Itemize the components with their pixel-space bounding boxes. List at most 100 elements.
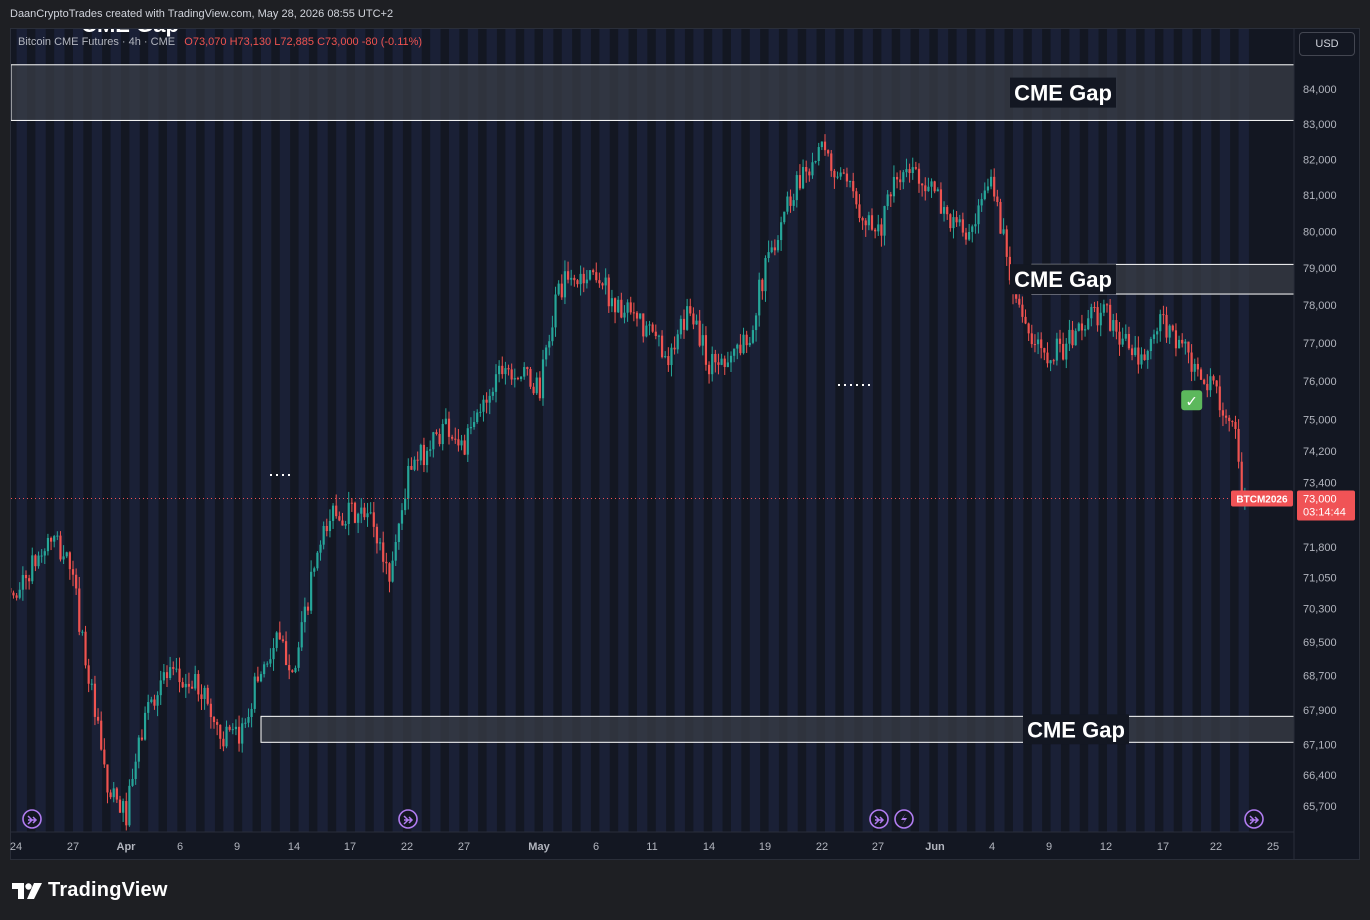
candle-body	[704, 335, 708, 365]
open-value: 73,070	[192, 36, 227, 48]
candle-body	[523, 367, 526, 377]
session-band	[825, 29, 836, 832]
candle-body	[858, 204, 861, 218]
cme-gap-zone[interactable]	[260, 715, 1294, 743]
session-band	[655, 29, 667, 832]
candle-body	[795, 175, 798, 201]
candle-body	[313, 568, 316, 572]
candle-body	[256, 676, 259, 682]
candle-body	[532, 386, 535, 394]
candle-body	[328, 520, 332, 532]
candle-body	[454, 438, 457, 440]
session-band	[54, 29, 65, 832]
candle-body	[801, 166, 805, 189]
candle-body	[968, 231, 971, 240]
candle-body	[369, 512, 372, 514]
cme-gap-label: CME Gap	[1014, 267, 1112, 292]
candle-body	[241, 723, 244, 744]
candle-body	[1062, 343, 1065, 360]
x-tick-label: 22	[816, 841, 828, 853]
y-tick-label: 84,000	[1303, 84, 1337, 96]
candle-body	[852, 181, 855, 192]
candle-body	[1105, 304, 1109, 306]
candle-body	[566, 271, 570, 280]
x-tick-label: 19	[759, 841, 771, 853]
candle-body	[78, 588, 81, 632]
session-band	[1107, 29, 1118, 832]
candle-body	[720, 358, 723, 365]
candle-body	[259, 674, 263, 682]
candle-body	[187, 683, 191, 687]
session-band	[129, 29, 140, 832]
x-tick-label: May	[528, 841, 550, 853]
x-tick-label: 22	[401, 841, 413, 853]
y-tick-label: 67,100	[1303, 739, 1337, 751]
economic-event-icon[interactable]	[398, 809, 418, 829]
x-tick-label: 4	[989, 841, 995, 853]
session-band	[0, 29, 8, 832]
candle-body	[269, 659, 272, 664]
candle-body	[12, 592, 15, 596]
candle-body	[1234, 421, 1237, 429]
candle-body	[701, 335, 704, 346]
candle-body	[482, 399, 485, 412]
candle-body	[247, 717, 250, 723]
candle-body	[1043, 348, 1046, 353]
candle-body	[335, 505, 338, 517]
candle-body	[952, 217, 955, 229]
candle-body	[823, 141, 827, 151]
candle-body	[723, 358, 726, 367]
candle-body	[429, 449, 432, 451]
candle-body	[805, 166, 808, 172]
candle-body	[1115, 320, 1118, 332]
tradingview-logo[interactable]: TradingView	[12, 879, 168, 902]
candle-body	[773, 247, 776, 251]
candle-body	[717, 362, 720, 365]
y-tick-label: 76,000	[1303, 376, 1337, 388]
candle-body	[745, 334, 748, 346]
y-tick-label: 67,900	[1303, 705, 1337, 717]
candle-body	[582, 273, 585, 284]
candle-body	[726, 362, 729, 367]
candle-body	[291, 670, 294, 673]
session-band	[1013, 29, 1024, 832]
candle-body	[441, 423, 444, 445]
session-band	[637, 29, 648, 832]
session-band	[373, 29, 385, 832]
economic-event-icon[interactable]	[22, 809, 42, 829]
candle-body	[870, 215, 874, 230]
candle-body	[297, 647, 300, 668]
candle-body	[836, 176, 839, 178]
x-tick-label: 12	[1100, 841, 1112, 853]
candle-body	[156, 695, 159, 706]
candle-body	[84, 631, 87, 666]
chart-canvas[interactable]: CME Gap CME Gap CME Gap CME Gap ✓ BTCM2026 73,…	[0, 0, 1370, 860]
economic-event-icon[interactable]	[869, 809, 889, 829]
candle-body	[601, 283, 604, 286]
candle-body	[908, 169, 911, 174]
session-band	[392, 29, 403, 832]
candle-body	[551, 327, 554, 342]
candle-body	[899, 179, 902, 183]
candle-body	[209, 703, 212, 718]
candle-body	[1224, 415, 1228, 418]
candle-body	[140, 737, 144, 740]
candle-body	[1193, 363, 1196, 372]
x-tick-label: 27	[458, 841, 470, 853]
session-band	[336, 29, 347, 832]
currency-button[interactable]: USD	[1299, 32, 1355, 56]
x-tick-label: 17	[1157, 841, 1169, 853]
candle-body	[134, 761, 137, 779]
candle-body	[964, 232, 968, 240]
close-value: 73,000	[325, 36, 359, 48]
candle-body	[895, 176, 899, 180]
session-band	[543, 29, 554, 832]
earnings-event-icon[interactable]	[894, 809, 914, 829]
x-tick-label: 27	[872, 841, 884, 853]
session-band	[1163, 29, 1174, 832]
candle-body	[37, 555, 40, 567]
economic-event-icon[interactable]	[1244, 809, 1264, 829]
candle-body	[620, 299, 623, 318]
open-label: O	[184, 36, 193, 48]
candle-body	[1080, 323, 1084, 331]
